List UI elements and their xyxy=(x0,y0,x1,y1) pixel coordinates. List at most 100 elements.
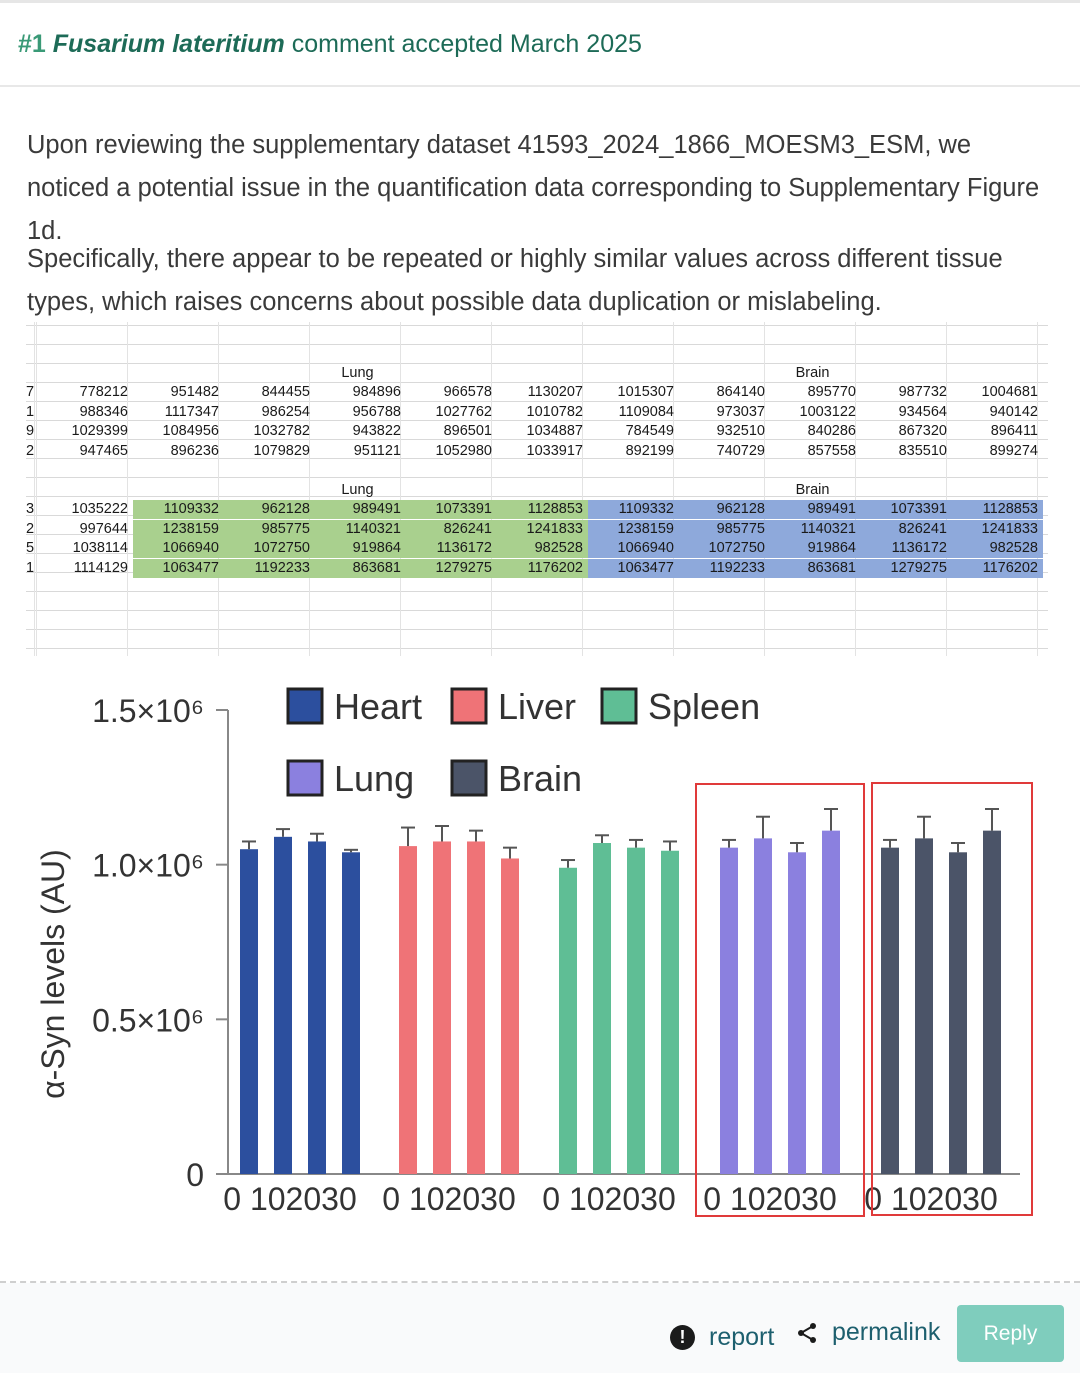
permalink-label: permalink xyxy=(832,1318,941,1346)
grid-line xyxy=(26,439,1048,440)
y-tick-label: 0.5×10⁶ xyxy=(92,1002,204,1038)
sheet-cell: 740729 xyxy=(716,442,765,459)
bar-spleen xyxy=(593,843,611,1174)
sheet-cell: 919864 xyxy=(770,539,861,558)
grid-line xyxy=(26,325,1048,326)
chart-svg: 0 0.5×10⁶ 1.0×10⁶ 1.5×10⁶ α-Syn levels (AU) H… xyxy=(35,686,1033,1217)
bar-liver xyxy=(399,846,417,1174)
sheet-cell: 1033917 xyxy=(526,442,583,459)
legend-swatch xyxy=(450,687,488,725)
bar-brain xyxy=(983,830,1001,1174)
sheet-cell: 1109332 xyxy=(588,500,679,519)
species-name: Fusarium lateritium xyxy=(52,30,285,58)
sheet-cell: 835510 xyxy=(898,442,947,459)
sheet-cell: 826241 xyxy=(861,519,952,539)
sheet-cell: 1176202 xyxy=(497,558,588,578)
sheet-cell: 1128853 xyxy=(497,500,588,519)
x-tick-label: 0 102030 xyxy=(864,1181,997,1217)
y-tick-label: 1.0×10⁶ xyxy=(92,848,204,884)
legend-swatch xyxy=(450,759,488,797)
bar-lung xyxy=(788,852,806,1174)
report-link[interactable]: ! report xyxy=(670,1323,774,1352)
spreadsheet-screenshot: Lung Brain 7 778212 951482 844455 984896 966578… xyxy=(26,322,1048,656)
sheet-cell: 863681 xyxy=(315,558,406,578)
x-tick-label: 0 102030 xyxy=(703,1181,836,1217)
bar-heart xyxy=(240,849,258,1174)
sheet-cell: 1128853 xyxy=(952,500,1043,519)
sheet-cell: 1114129 xyxy=(73,559,128,576)
row-fragment: 7 xyxy=(26,384,35,400)
grid-line xyxy=(26,496,1048,497)
sheet-cell: 867320 xyxy=(898,423,947,439)
sheet-cell: 986254 xyxy=(261,403,310,420)
sheet-cell: 857558 xyxy=(807,442,856,459)
sheet-cell: 863681 xyxy=(770,558,861,578)
sheet-cell: 778212 xyxy=(79,384,128,400)
x-tick-label: 0 102030 xyxy=(382,1181,515,1217)
legend-swatch xyxy=(286,687,324,725)
sheet-cell: 1192233 xyxy=(679,558,770,578)
sheet-cell: 987732 xyxy=(898,384,947,400)
sheet-cell: 1035222 xyxy=(71,501,128,517)
bar-lung xyxy=(754,838,772,1174)
sheet-cell: 784549 xyxy=(625,423,674,439)
sheet-cell: 1136172 xyxy=(861,539,952,558)
sheet-cell: 947465 xyxy=(79,442,128,459)
sheet-cell: 997644 xyxy=(79,520,128,537)
sheet-cell: 1027762 xyxy=(435,403,492,420)
legend-swatch xyxy=(600,687,638,725)
sheet-cell: 896236 xyxy=(170,442,219,459)
sheet-cell: 934564 xyxy=(898,403,947,420)
sheet-cell: 1176202 xyxy=(952,558,1043,578)
sheet-cell: 1073391 xyxy=(861,500,952,519)
grid-line xyxy=(26,648,1048,649)
grid-line xyxy=(26,420,1048,421)
y-tick-label: 1.5×10⁶ xyxy=(92,693,204,729)
legend-swatch xyxy=(286,759,324,797)
grid-line xyxy=(1037,322,1038,656)
bar-chart: 0 0.5×10⁶ 1.0×10⁶ 1.5×10⁶ α-Syn levels (AU) H… xyxy=(26,664,1048,1234)
sheet-cell: 1084956 xyxy=(162,423,219,439)
sheet-cell: 1052980 xyxy=(435,442,492,459)
bar-brain xyxy=(949,852,967,1174)
reply-button[interactable]: Reply xyxy=(957,1305,1064,1362)
sheet-cell: 940142 xyxy=(989,403,1038,420)
comment-number[interactable]: #1 xyxy=(18,30,46,58)
grid-line xyxy=(855,322,856,656)
report-label: report xyxy=(709,1323,775,1351)
bar-lung xyxy=(822,830,840,1174)
sheet-cell: 1109332 xyxy=(133,500,224,519)
comment-header: #1 Fusarium lateritium comment accepted … xyxy=(0,3,1080,87)
grid-line xyxy=(34,322,35,656)
bar-liver xyxy=(467,841,485,1174)
bar-spleen xyxy=(661,850,679,1174)
x-tick-label: 0 102030 xyxy=(542,1181,675,1217)
sheet-cell: 1238159 xyxy=(133,519,224,539)
grid-line xyxy=(309,322,310,656)
grid-line xyxy=(36,322,37,656)
grid-line xyxy=(582,322,583,656)
sheet-cell: 896411 xyxy=(990,423,1038,439)
share-icon xyxy=(798,1322,816,1343)
row-fragment: 2 xyxy=(26,520,35,537)
x-tick-label: 0 102030 xyxy=(223,1181,356,1217)
sheet-cell: 840286 xyxy=(807,423,856,439)
top-border xyxy=(0,0,1080,3)
grid-line xyxy=(26,363,1048,364)
bar-heart xyxy=(274,836,292,1174)
row-fragment: 5 xyxy=(26,540,35,556)
grid-line xyxy=(26,382,1048,383)
row-fragment: 9 xyxy=(26,423,35,439)
sheet-cell: 1066940 xyxy=(588,539,679,558)
sheet-cell: 982528 xyxy=(497,539,588,558)
sheet-cell: 1279275 xyxy=(861,558,952,578)
grid-line xyxy=(946,322,947,656)
exclamation-icon: ! xyxy=(670,1325,695,1350)
sheet-cell: 1015307 xyxy=(617,384,674,400)
sheet-cell: 1073391 xyxy=(406,500,497,519)
sheet-cell: 892199 xyxy=(625,442,674,459)
permalink-link[interactable]: permalink xyxy=(796,1318,940,1347)
grid-line xyxy=(764,322,765,656)
sheet-cell: 973037 xyxy=(716,403,765,420)
sheet-cell: 1192233 xyxy=(224,558,315,578)
